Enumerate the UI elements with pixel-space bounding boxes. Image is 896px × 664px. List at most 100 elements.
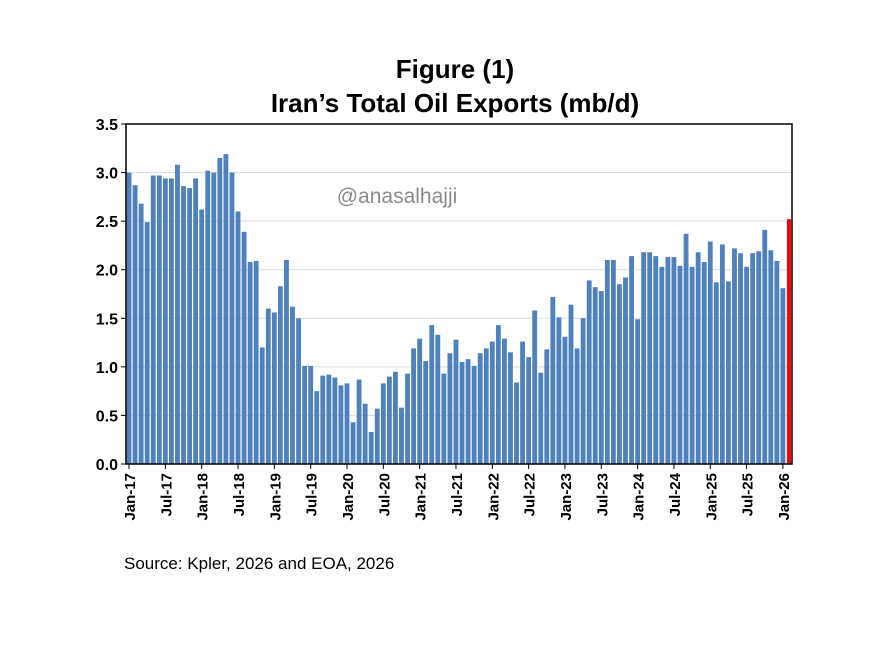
x-tick-label: Jul-23 [594, 473, 611, 516]
bar [223, 154, 229, 464]
source-note: Source: Kpler, 2026 and EOA, 2026 [124, 554, 395, 573]
bar [520, 341, 525, 464]
x-tick-label: Jan-24 [631, 472, 648, 520]
y-tick-label: 1.0 [96, 360, 118, 377]
bar [707, 241, 713, 464]
bar [399, 407, 404, 464]
bar [386, 376, 392, 464]
bar [477, 353, 483, 464]
bar [284, 260, 289, 464]
bar [598, 291, 604, 464]
bar [435, 334, 441, 464]
y-tick-label: 0.0 [96, 457, 118, 474]
bar [308, 365, 314, 464]
bar [635, 319, 641, 464]
bar [610, 260, 616, 464]
bar [453, 339, 459, 464]
x-tick-label: Jan-26 [776, 473, 793, 521]
bar [756, 251, 762, 464]
bar [277, 286, 283, 464]
bar [423, 361, 429, 464]
bar [380, 383, 386, 464]
bar [296, 318, 301, 464]
bar [689, 266, 695, 464]
bar [538, 372, 544, 464]
bar [344, 383, 350, 464]
bar [574, 348, 580, 464]
y-tick-label: 2.0 [96, 263, 118, 280]
bar [126, 172, 132, 465]
y-tick-label: 0.5 [96, 408, 118, 425]
x-tick-label: Jul-25 [740, 473, 757, 516]
bar [514, 382, 519, 464]
bar [417, 338, 423, 464]
x-tick-label: Jul-19 [304, 473, 321, 516]
bar [253, 260, 259, 464]
bar [181, 186, 186, 464]
bar [647, 252, 653, 464]
bar [156, 175, 162, 464]
bar [138, 203, 144, 464]
bar [526, 357, 532, 464]
bar [259, 347, 265, 464]
bar [471, 365, 477, 464]
bar [762, 229, 768, 464]
plot-area-border [125, 123, 793, 465]
y-tick-label: 3.5 [96, 117, 118, 134]
bar [732, 248, 737, 464]
bar [623, 277, 628, 464]
bar [617, 284, 622, 464]
y-tick-label: 2.5 [96, 214, 118, 231]
bar [356, 379, 362, 464]
x-tick-label: Jul-24 [667, 472, 684, 516]
bar [405, 373, 410, 464]
bar [350, 422, 356, 464]
x-tick-label: Jan-17 [122, 473, 139, 521]
x-tick-label: Jul-18 [231, 473, 248, 516]
watermark-text: @anasalhajji [337, 185, 458, 208]
bar [671, 257, 677, 464]
bar [629, 256, 634, 464]
bar [332, 377, 338, 464]
bar [168, 178, 174, 464]
bar [314, 391, 320, 464]
bar [556, 317, 562, 464]
bar [338, 385, 344, 464]
chart-title: Figure (1) [396, 54, 514, 84]
x-tick-label: Jul-22 [522, 473, 539, 516]
bar [144, 222, 150, 464]
bar [544, 349, 550, 464]
bar [495, 325, 501, 464]
bar [187, 188, 192, 464]
bar [326, 374, 332, 464]
bar [193, 178, 199, 464]
bar [695, 252, 701, 464]
bar [604, 260, 610, 464]
bar [162, 178, 168, 464]
bar [768, 250, 774, 464]
y-tick-label: 1.5 [96, 311, 118, 328]
bar [738, 253, 743, 464]
bar [271, 312, 277, 464]
bar [150, 175, 156, 464]
bar [665, 257, 671, 464]
bar [205, 170, 211, 464]
bar [320, 375, 326, 464]
bar [429, 325, 435, 464]
bar [211, 172, 217, 465]
x-tick-label: Jan-18 [195, 473, 212, 521]
bar [175, 164, 180, 465]
bar [483, 348, 489, 464]
bar [713, 282, 719, 464]
x-tick-label: Jul-17 [158, 473, 175, 516]
bar [241, 231, 247, 464]
bar-highlight [786, 219, 791, 464]
x-tick-label: Jan-21 [413, 473, 430, 521]
bar [562, 336, 568, 464]
bar [217, 158, 223, 464]
bar [441, 373, 447, 464]
bar [719, 244, 725, 464]
bar [489, 341, 495, 464]
bar [750, 253, 756, 464]
bar [568, 304, 574, 464]
